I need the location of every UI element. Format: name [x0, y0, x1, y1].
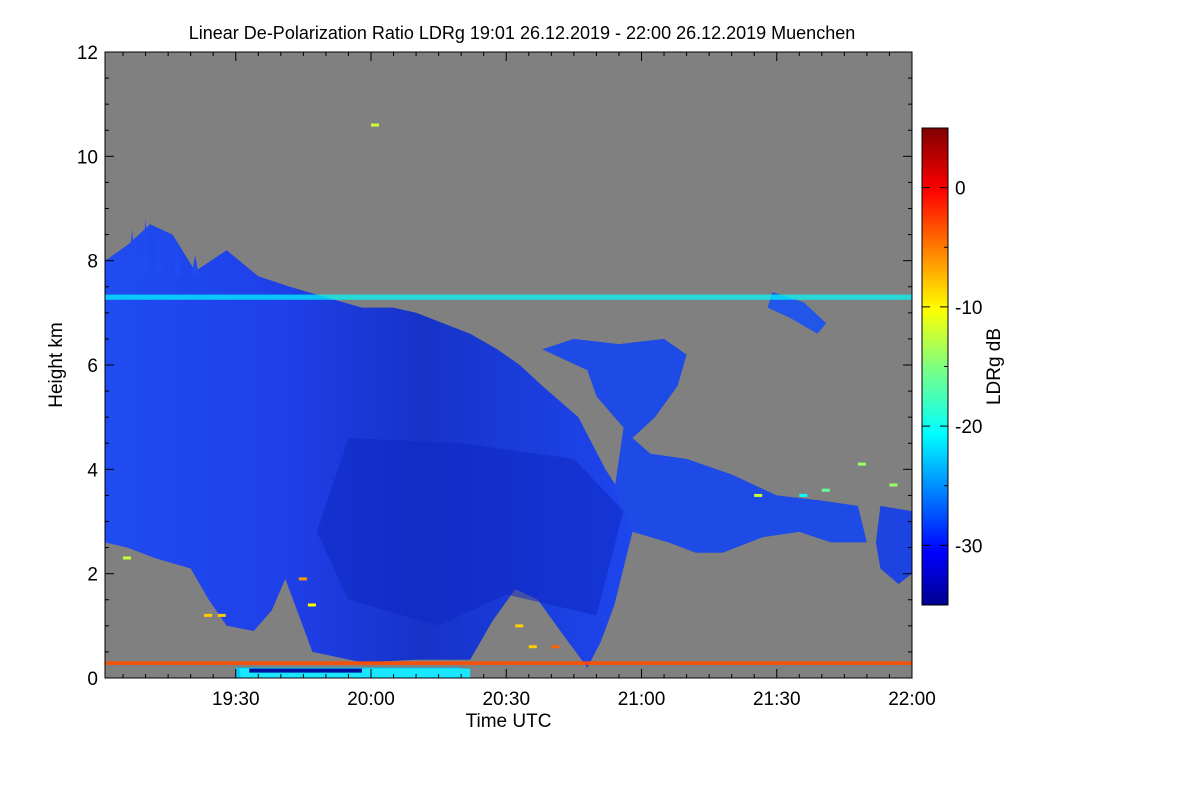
- y-tick-label: 0: [87, 669, 98, 690]
- ldr-speckle: [857, 462, 866, 466]
- lower-cloud-region: [875, 505, 912, 585]
- ldr-speckle: [204, 613, 213, 617]
- ldr-speckle: [528, 645, 537, 649]
- fall-streak: [173, 245, 182, 277]
- fall-streak: [128, 229, 137, 277]
- y-axis-label: Height km: [46, 322, 67, 408]
- ldr-speckle: [298, 577, 307, 581]
- colorbar-tick-label: -20: [955, 417, 982, 438]
- x-tick-label: 20:30: [482, 689, 530, 710]
- colorbar: 0 -10 -20 -30: [921, 127, 982, 606]
- near-surface-layer-band: [105, 661, 912, 665]
- chart-title: Linear De-Polarization Ratio LDRg 19:01 …: [189, 23, 855, 43]
- x-tick-label: 21:30: [753, 689, 801, 710]
- ldr-speckle: [370, 123, 379, 127]
- x-tick-label: 19:30: [212, 689, 260, 710]
- cloud-core-region: [316, 438, 624, 626]
- ldr-speckle: [217, 613, 226, 617]
- y-tick-label: 4: [87, 460, 98, 481]
- ldr-speckle: [551, 645, 560, 649]
- x-tick-label: 21:00: [618, 689, 666, 710]
- upper-cloud-patch: [767, 292, 827, 334]
- ldr-speckle: [515, 624, 524, 628]
- y-tick-label: 8: [87, 252, 98, 273]
- ldr-speckle: [889, 483, 898, 487]
- x-tick-label: 20:00: [347, 689, 395, 710]
- y-tick-label: 10: [77, 147, 98, 168]
- ldr-speckle: [821, 488, 830, 492]
- colorbar-tick-label: 0: [955, 179, 966, 200]
- plot-area: [105, 52, 912, 678]
- colorbar-gradient: [921, 127, 949, 606]
- x-tick-label: 22:00: [888, 689, 936, 710]
- fall-streak: [141, 218, 150, 277]
- horizontal-layer-band: [105, 294, 912, 300]
- ldr-speckle: [799, 493, 808, 497]
- fall-streak: [191, 255, 200, 277]
- x-axis-label: Time UTC: [466, 711, 552, 732]
- ldr-speckle: [123, 556, 132, 560]
- fall-streak: [155, 229, 164, 277]
- ldr-speckle: [754, 493, 763, 497]
- y-tick-label: 2: [87, 565, 98, 586]
- cloud-extension-region: [542, 338, 867, 553]
- axes: 0 2 4 6 8 10 12 19:30 20:00 20:30 21:00 21:30 22:00: [77, 43, 936, 710]
- colorbar-tick-label: -30: [955, 536, 982, 557]
- ldr-speckle: [307, 603, 316, 607]
- colorbar-tick-label: -10: [955, 298, 982, 319]
- surface-dark-strip: [249, 668, 362, 673]
- surface-highlight: [240, 668, 471, 678]
- y-tick-label: 12: [77, 43, 98, 64]
- colorbar-label: LDRg dB: [984, 328, 1005, 405]
- y-tick-label: 6: [87, 356, 98, 377]
